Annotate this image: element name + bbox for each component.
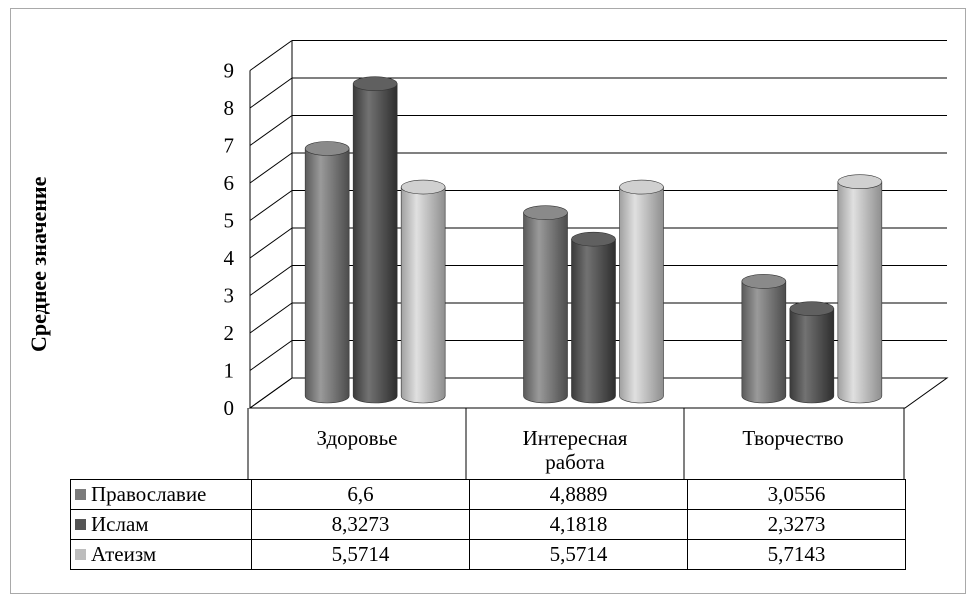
category-label-line: Творчество xyxy=(742,426,844,450)
legend-key: Православие xyxy=(70,479,252,510)
y-tick-label: 0 xyxy=(224,396,235,420)
legend-label: Православие xyxy=(91,482,207,506)
data-label: 5,5714 xyxy=(251,539,470,570)
data-label: 4,1818 xyxy=(469,509,688,540)
legend-swatch xyxy=(75,548,86,560)
legend-swatch xyxy=(75,488,86,500)
y-tick-label: 1 xyxy=(224,359,235,383)
data-table: Православие 6,6 4,8889 3,0556 Ислам 8,3273 4,1… xyxy=(70,479,906,570)
y-tick-label: 9 xyxy=(224,59,235,83)
floor xyxy=(248,377,949,409)
category-label: Здоровье xyxy=(248,426,466,450)
gridline-side xyxy=(249,265,293,296)
y-tick-label: 3 xyxy=(224,284,235,308)
bar-Православие-2 xyxy=(523,205,568,404)
legend-key: Атеизм xyxy=(70,539,252,570)
legend-swatch xyxy=(75,518,86,530)
category-label-line: Здоровье xyxy=(316,426,398,450)
data-label: 5,7143 xyxy=(687,539,906,570)
legend-label: Атеизм xyxy=(91,542,157,566)
gridline-side xyxy=(249,227,293,259)
gridline-side xyxy=(249,340,293,371)
data-label: 4,8889 xyxy=(469,479,688,510)
category-label: Интересная работа xyxy=(466,426,684,474)
bar-Ислам-2 xyxy=(571,231,616,404)
category-label: Творчество xyxy=(684,426,902,450)
gridline-side xyxy=(249,152,293,184)
y-tick-label: 6 xyxy=(224,171,235,195)
bar-Ислам-1 xyxy=(352,76,398,404)
y-axis-label: Среднее значение xyxy=(26,176,51,352)
data-label: 8,3273 xyxy=(251,509,470,540)
gridline-side xyxy=(249,40,293,71)
legend-label: Ислам xyxy=(91,512,149,536)
bar-Православие-1 xyxy=(304,141,350,404)
table-row: Православие 6,6 4,8889 3,0556 xyxy=(70,479,906,510)
bar-Ислам-3 xyxy=(789,301,835,404)
category-label-line: Интересная xyxy=(522,426,628,450)
y-tick-label: 7 xyxy=(224,134,235,158)
data-label: 3,0556 xyxy=(687,479,906,510)
bar-Атеизм-2 xyxy=(619,179,664,404)
data-label: 2,3273 xyxy=(687,509,906,540)
table-row: Ислам 8,3273 4,1818 2,3273 xyxy=(70,509,906,540)
gridline-side xyxy=(249,115,293,146)
legend-key: Ислам xyxy=(70,509,252,540)
y-tick-label: 8 xyxy=(224,96,235,120)
gridline-side xyxy=(249,190,293,221)
data-label: 5,5714 xyxy=(469,539,688,570)
table-row: Атеизм 5,5714 5,5714 5,7143 xyxy=(70,539,906,570)
bar-Атеизм-1 xyxy=(400,179,446,404)
category-label-line: работа xyxy=(545,450,605,474)
bar-Атеизм-3 xyxy=(837,174,883,404)
y-tick-label: 5 xyxy=(224,209,235,233)
gridline-side xyxy=(249,302,293,334)
bar-Православие-3 xyxy=(741,274,787,404)
y-tick-label: 4 xyxy=(224,246,235,270)
gridline-side xyxy=(249,77,293,109)
y-axis-label-wrap: Среднее значение xyxy=(26,120,116,410)
y-tick-label: 2 xyxy=(224,321,235,345)
data-label: 6,6 xyxy=(251,479,470,510)
